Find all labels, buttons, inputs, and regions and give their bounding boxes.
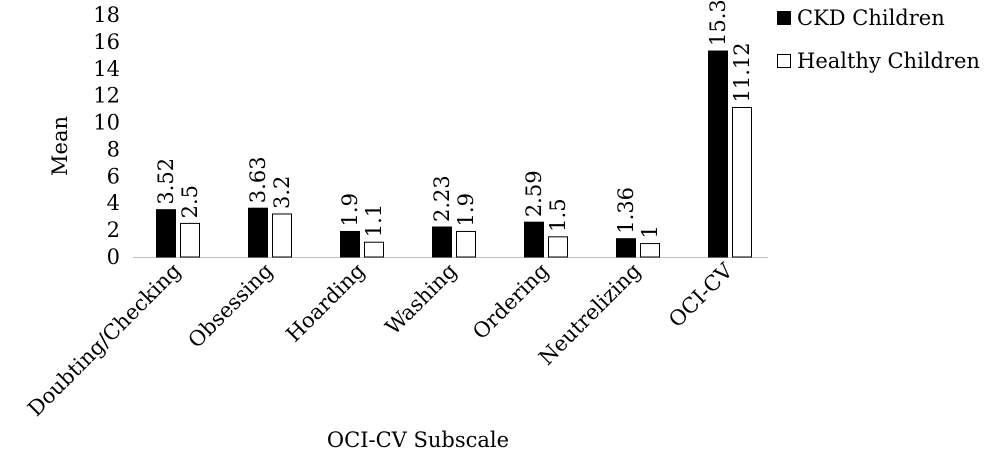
bar-ckd [156, 209, 176, 258]
bar-ckd [524, 221, 544, 258]
data-label: 2.5 [178, 185, 202, 218]
x-axis-title: OCI-CV Subscale [327, 428, 509, 452]
bar-healthy [732, 106, 752, 258]
data-label: 3.63 [246, 156, 270, 203]
y-tick-label: 12 [93, 84, 120, 108]
bar-ckd [248, 207, 268, 258]
y-tick-label: 10 [93, 111, 120, 135]
category-label: Doubting/Checking [23, 259, 186, 422]
y-axis-ticks: 0 2 4 6 810 12 14 16 18 [93, 3, 120, 269]
y-tick-label: 18 [93, 3, 120, 27]
bar-ckd [708, 50, 728, 258]
bar-healthy [364, 241, 384, 258]
data-label: 2.23 [430, 175, 454, 222]
data-label: 15.32 [706, 0, 730, 46]
bar-healthy [548, 236, 568, 258]
data-label: 3.2 [270, 176, 294, 209]
data-label: 11.12 [730, 42, 754, 102]
bar-healthy [640, 243, 660, 258]
category-label: Hoarding [281, 259, 369, 347]
y-tick-label: 14 [93, 57, 120, 81]
bars [156, 50, 752, 258]
y-tick-label: 0 [107, 245, 120, 269]
data-label: 1 [638, 225, 662, 238]
category-label: Obsessing [183, 259, 277, 353]
category-label: Ordering [468, 259, 553, 344]
y-tick-label: 4 [107, 191, 120, 215]
category-label: Washing [381, 259, 462, 340]
legend: CKD Children Healthy Children [777, 6, 980, 73]
bar-ckd [432, 226, 452, 258]
category-label: OCI-CV [664, 258, 738, 332]
data-label: 1.5 [546, 198, 570, 231]
y-tick-label: 2 [107, 218, 120, 242]
bar-ckd [340, 230, 360, 258]
y-tick-label: 6 [107, 164, 120, 188]
data-labels: 3.52 2.5 3.63 3.21.9 1.1 2.23 1.9 2.59 1.5 1.36 11… [154, 0, 754, 239]
bar-ckd [616, 238, 636, 258]
bar-healthy [456, 230, 476, 258]
data-label: 1.1 [362, 204, 386, 237]
legend-swatch-healthy [777, 54, 791, 68]
y-axis-title: Mean [48, 116, 72, 176]
bar-healthy [272, 213, 292, 258]
data-label: 3.52 [154, 158, 178, 205]
data-label: 1.9 [338, 193, 362, 226]
data-label: 2.59 [522, 170, 546, 217]
legend-swatch-ckd [777, 11, 791, 25]
legend-label-healthy: Healthy Children [797, 49, 980, 73]
data-label: 1.9 [454, 193, 478, 226]
legend-label-ckd: CKD Children [797, 6, 945, 30]
y-tick-label: 8 [107, 137, 120, 161]
y-tick-label: 16 [93, 30, 120, 54]
data-label: 1.36 [614, 187, 638, 234]
bar-healthy [180, 222, 200, 258]
